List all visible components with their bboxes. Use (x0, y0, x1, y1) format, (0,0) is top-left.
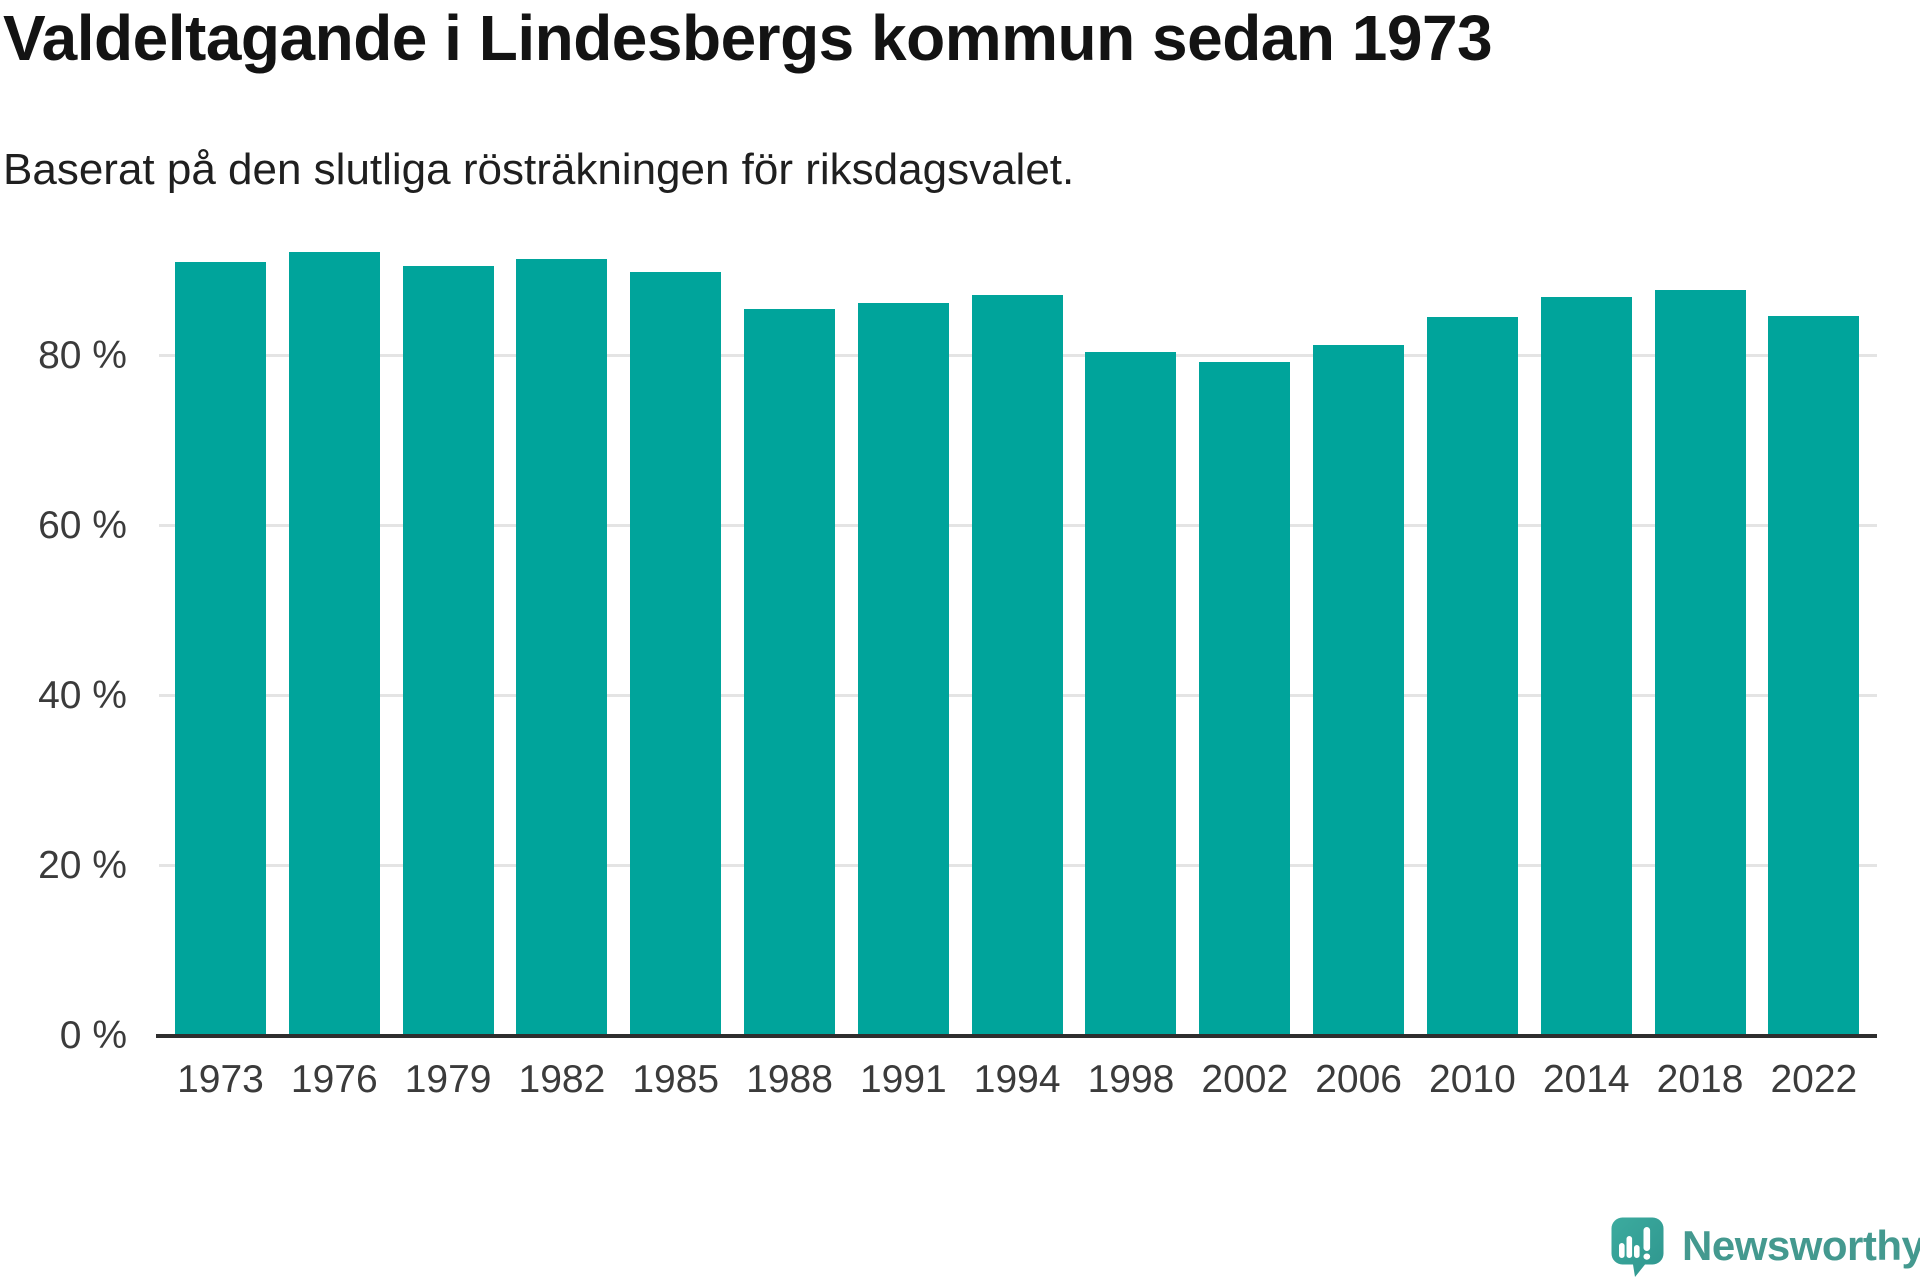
x-axis-label-2018: 2018 (1656, 1058, 1744, 1101)
x-axis-label-1988: 1988 (746, 1058, 833, 1101)
y-axis-label-20: 20 % (38, 843, 127, 887)
bar-1994 (971, 295, 1063, 1036)
x-axis-label-2022: 2022 (1770, 1058, 1858, 1101)
bar-2002 (1199, 361, 1291, 1036)
x-axis-label-1982: 1982 (518, 1058, 606, 1101)
bar-1985 (630, 272, 722, 1036)
bar-1979 (402, 265, 494, 1036)
x-axis-label-1985: 1985 (632, 1058, 720, 1101)
newsworthy-logo-icon (1611, 1217, 1664, 1277)
x-axis-label-2010: 2010 (1429, 1058, 1516, 1101)
x-axis-label-1976: 1976 (290, 1058, 378, 1101)
chart-title: Valdeltagande i Lindesbergs kommun sedan… (3, 2, 1493, 74)
x-axis-line (156, 1034, 1877, 1038)
bar-2022 (1768, 315, 1860, 1036)
bar-2010 (1426, 316, 1518, 1036)
x-axis-label-1994: 1994 (973, 1058, 1061, 1101)
newsworthy-logo-text: Newsworthy (1682, 1222, 1920, 1269)
bar-1991 (857, 302, 949, 1036)
y-axis-label-60: 60 % (38, 503, 127, 547)
x-axis-label-1973: 1973 (177, 1058, 264, 1101)
bar-1982 (516, 258, 608, 1036)
bar-2006 (1313, 344, 1405, 1036)
y-axis-label-40: 40 % (38, 673, 127, 717)
bar-2018 (1654, 290, 1746, 1036)
x-axis-label-1979: 1979 (404, 1058, 492, 1101)
y-axis-label-0: 0 % (59, 1014, 127, 1057)
bar-1988 (744, 308, 836, 1036)
x-axis-label-2006: 2006 (1315, 1058, 1402, 1101)
bar-1973 (175, 262, 266, 1036)
bar-2014 (1540, 297, 1632, 1036)
brand-footer: Newsworthy (1610, 1216, 1920, 1280)
bar-1976 (288, 251, 380, 1036)
x-axis-label-1998: 1998 (1087, 1058, 1175, 1101)
x-axis-label-1991: 1991 (859, 1058, 947, 1101)
x-axis-label-2002: 2002 (1201, 1058, 1289, 1101)
bar-1998 (1085, 352, 1177, 1036)
chart-subtitle: Baserat på den slutliga rösträkningen fö… (3, 145, 1075, 194)
x-axis-label-2014: 2014 (1542, 1058, 1630, 1101)
y-axis-label-80: 80 % (38, 333, 127, 377)
